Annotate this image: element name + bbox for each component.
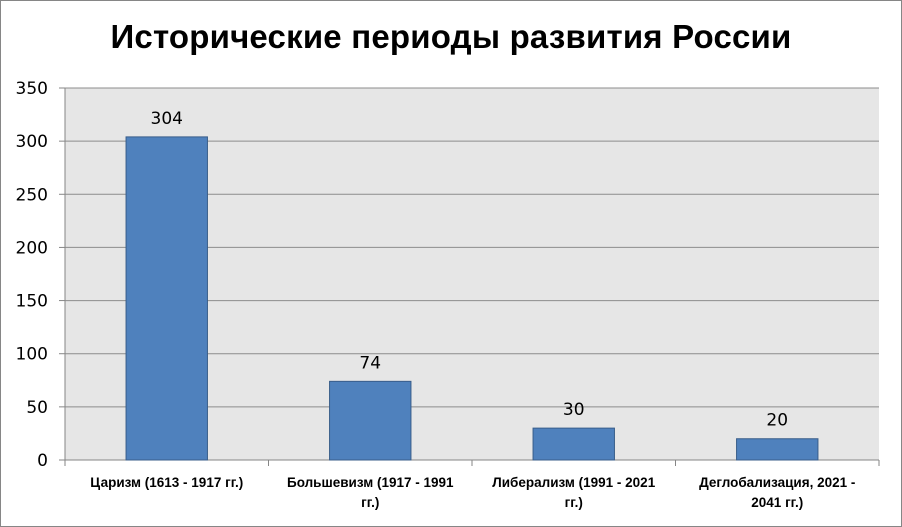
chart-title: Исторические периоды развития России [110, 18, 792, 55]
y-tick-label: 50 [26, 398, 48, 418]
data-label: 304 [151, 109, 183, 129]
x-category-label: Царизм (1613 - 1917 гг.) [90, 475, 243, 490]
y-tick-label: 300 [16, 132, 48, 152]
y-tick-label: 200 [16, 238, 48, 258]
x-category-label: 2041 гг.) [751, 495, 803, 510]
x-category-label: Деглобализация, 2021 - [699, 475, 855, 490]
x-category-label: Большевизм (1917 - 1991 [287, 475, 454, 490]
y-tick-label: 250 [16, 185, 48, 205]
bar [532, 427, 615, 461]
bar [329, 380, 412, 461]
data-label: 74 [359, 353, 381, 373]
y-tick-label: 0 [37, 451, 48, 471]
x-category-label: гг.) [361, 495, 379, 510]
x-category-label: Либерализм (1991 - 2021 [492, 475, 655, 490]
y-tick-label: 150 [16, 292, 48, 312]
bar [125, 136, 208, 461]
x-category-label: гг.) [565, 495, 583, 510]
y-tick-label: 100 [16, 345, 48, 365]
data-label: 20 [766, 411, 788, 431]
data-label: 30 [563, 400, 585, 420]
bar [736, 438, 819, 461]
y-tick-label: 350 [16, 79, 48, 99]
